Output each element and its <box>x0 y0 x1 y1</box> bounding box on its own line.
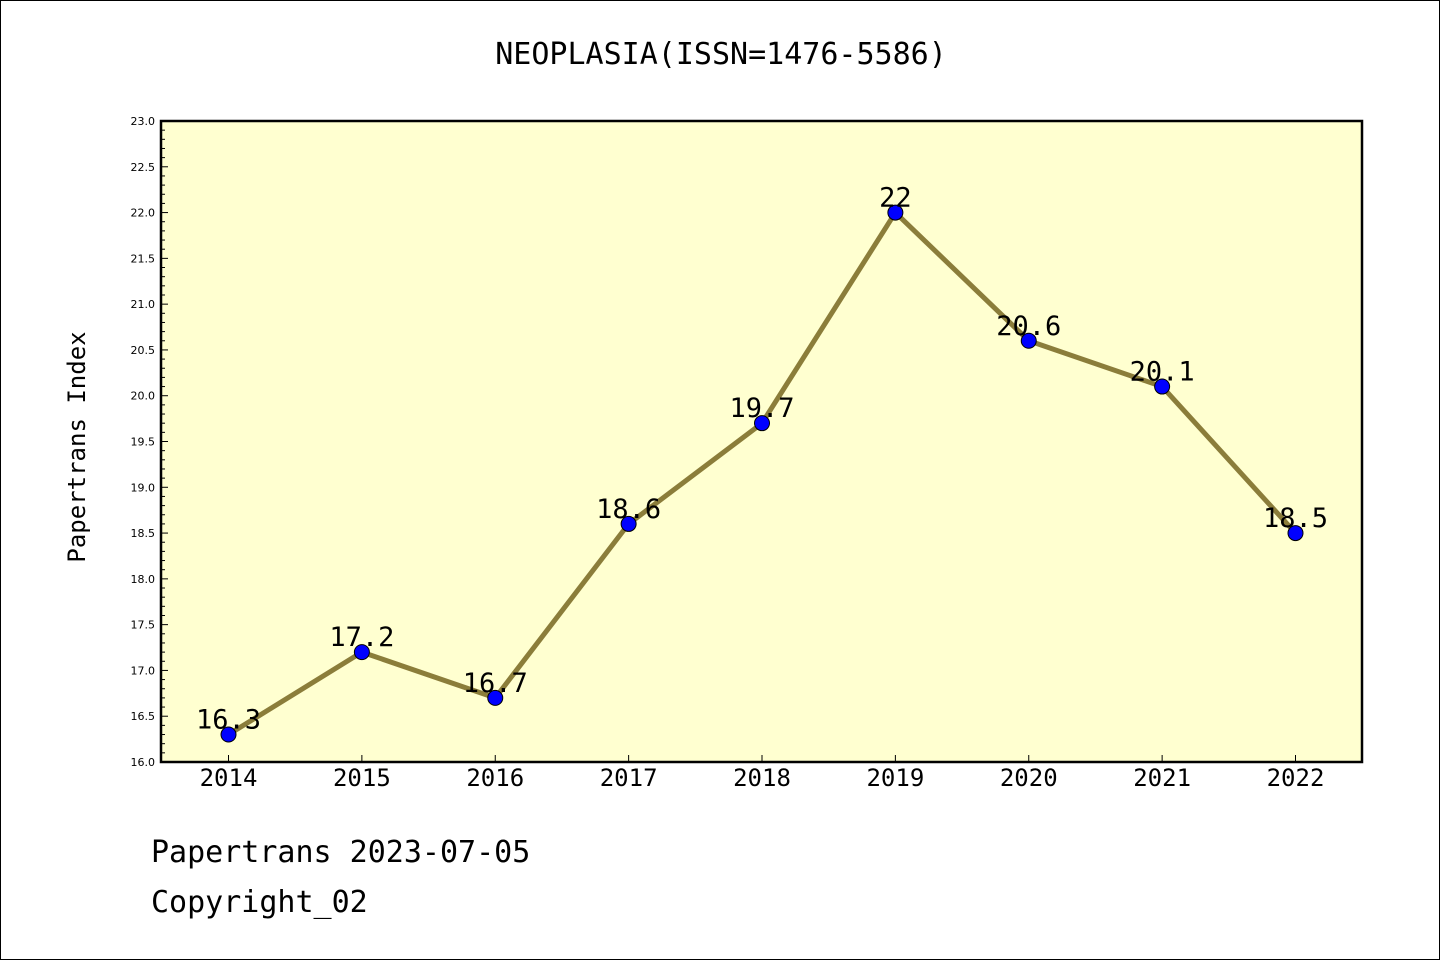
data-label: 17.2 <box>329 622 394 653</box>
data-point <box>1154 378 1171 395</box>
y-tick-label: 19.0 <box>131 481 156 494</box>
x-tick-label: 2019 <box>866 764 924 792</box>
data-point <box>620 515 637 532</box>
y-tick-label: 20.0 <box>131 390 156 403</box>
data-label: 18.5 <box>1263 503 1328 534</box>
data-label: 16.3 <box>196 705 261 736</box>
x-tick-label: 2022 <box>1267 764 1325 792</box>
chart-title: NEOPLASIA(ISSN=1476-5586) <box>495 37 947 72</box>
x-tick-label: 2018 <box>733 764 791 792</box>
plot-frame <box>159 119 1364 764</box>
y-tick-label: 17.0 <box>131 664 156 677</box>
x-tick-label: 2017 <box>600 764 658 792</box>
y-tick-label: 16.0 <box>131 756 156 769</box>
data-point <box>1020 332 1037 349</box>
x-tick-label: 2016 <box>466 764 524 792</box>
y-tick-label: 17.5 <box>131 619 156 632</box>
y-tick-label: 19.5 <box>131 436 156 449</box>
x-tick-label: 2021 <box>1133 764 1191 792</box>
y-tick-label: 22.5 <box>131 161 156 174</box>
y-tick-label: 22.0 <box>131 207 156 220</box>
y-tick-label: 18.0 <box>131 573 156 586</box>
y-tick-label: 20.5 <box>131 344 156 357</box>
footer-copyright-text: Copyright_02 <box>151 885 368 920</box>
y-tick-label: 21.5 <box>131 252 156 265</box>
data-label: 22 <box>879 183 912 214</box>
data-point <box>887 204 904 221</box>
data-label: 18.6 <box>596 494 661 525</box>
data-label: 16.7 <box>463 668 528 699</box>
x-tick-label: 2015 <box>333 764 391 792</box>
data-point <box>754 415 770 432</box>
data-point <box>220 726 237 743</box>
y-tick-label: 21.0 <box>131 298 156 311</box>
footer-date-text: Papertrans 2023-07-05 <box>151 835 531 870</box>
x-tick-label: 2014 <box>200 764 258 792</box>
data-point <box>1287 525 1304 542</box>
x-tick-label: 2020 <box>1000 764 1058 792</box>
data-label: 20.6 <box>996 311 1061 342</box>
y-tick-label: 18.5 <box>131 527 156 540</box>
y-tick-label: 23.0 <box>131 115 156 128</box>
data-label: 19.7 <box>729 393 794 424</box>
data-label: 20.1 <box>1130 357 1195 388</box>
data-point <box>353 644 370 661</box>
data-point <box>487 689 504 706</box>
y-tick-label: 16.5 <box>131 710 156 723</box>
